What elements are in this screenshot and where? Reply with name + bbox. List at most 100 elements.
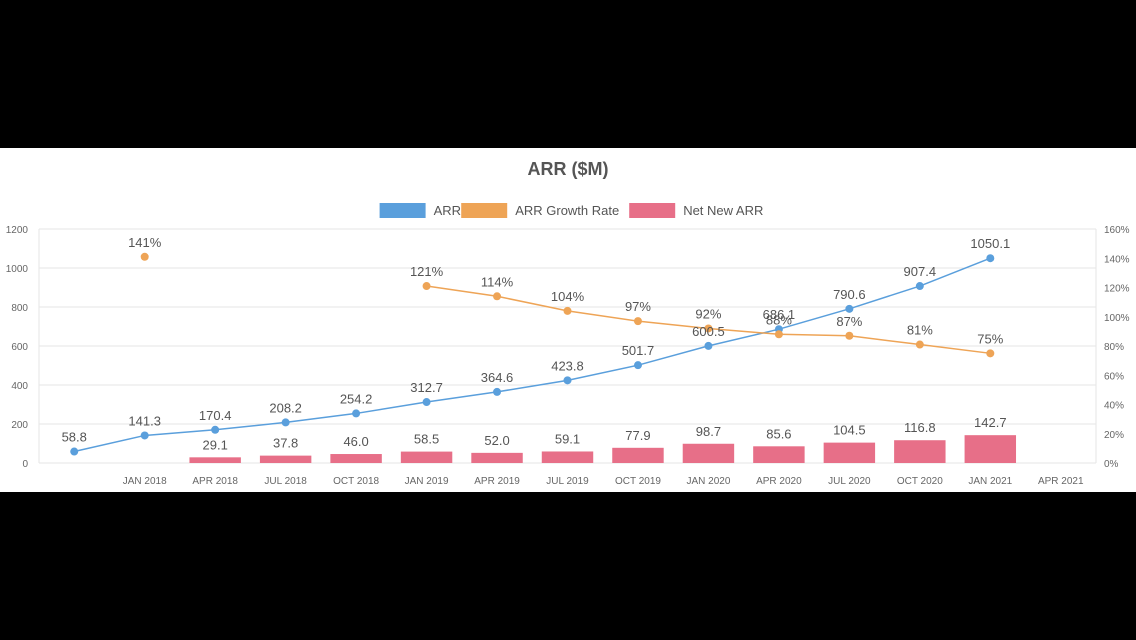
arr-point <box>352 409 361 418</box>
y-left-tick-label: 0 <box>22 459 28 470</box>
net-new-arr-bar <box>964 435 1017 463</box>
arr-data-label: 141.3 <box>128 413 161 428</box>
net-new-arr-bar <box>541 451 594 463</box>
chart-title: ARR ($M) <box>528 159 609 179</box>
data-labels: 58.8 141.3 170.4 208.2 254.2 312.7 364.6 423.8 5… <box>62 235 1011 453</box>
y-right-tick-label: 20% <box>1104 430 1124 441</box>
arr-point <box>211 425 220 434</box>
arr-point <box>281 418 290 427</box>
y-left-tick-label: 1000 <box>6 264 29 275</box>
arr-data-label: 423.8 <box>551 358 584 373</box>
x-tick-label: JUL 2018 <box>264 476 307 487</box>
net-new-arr-bar <box>400 451 453 463</box>
net-new-arr-data-label: 142.7 <box>974 415 1007 430</box>
net-new-arr-data-label: 46.0 <box>343 434 368 449</box>
net-new-arr-data-label: 59.1 <box>555 431 580 446</box>
arr-data-label: 501.7 <box>622 343 655 358</box>
arr-point <box>986 254 995 263</box>
x-tick-label: JUL 2019 <box>546 476 589 487</box>
arr-growth-rate-data-label: 88% <box>766 312 792 327</box>
arr-point <box>704 341 713 350</box>
x-tick-label: APR 2019 <box>474 476 520 487</box>
arr-growth-rate-point <box>915 340 924 349</box>
x-tick-label: OCT 2020 <box>897 476 943 487</box>
y-right-tick-label: 40% <box>1104 401 1124 412</box>
net-new-arr-data-label: 85.6 <box>766 426 791 441</box>
x-tick-label: APR 2020 <box>756 476 802 487</box>
y-right-tick-label: 100% <box>1104 313 1130 324</box>
y-right-tick-label: 160% <box>1104 225 1130 236</box>
arr-data-label: 790.6 <box>833 287 866 302</box>
net-new-arr-data-label: 29.1 <box>203 437 228 452</box>
arr-point <box>633 361 642 370</box>
net-new-arr-data-label: 37.8 <box>273 436 298 451</box>
y-left-tick-label: 400 <box>11 381 28 392</box>
arr-point <box>140 431 149 440</box>
arr-growth-rate-data-label: 121% <box>410 264 444 279</box>
x-axis: JAN 2018 APR 2018 JUL 2018 OCT 2018 JAN 2019… <box>123 476 1084 487</box>
net-new-arr-data-label: 104.5 <box>833 423 866 438</box>
arr-point <box>422 398 431 407</box>
legend-label-arr: ARR <box>434 203 461 218</box>
legend-label-arr-growth-rate: ARR Growth Rate <box>515 203 619 218</box>
arr-growth-rate-point <box>140 252 149 261</box>
arr-data-label: 364.6 <box>481 370 514 385</box>
arr-line <box>74 257 991 453</box>
net-new-arr-bar <box>330 454 382 463</box>
arr-point <box>915 282 924 291</box>
y-left-tick-label: 200 <box>11 420 28 431</box>
arr-growth-rate-point <box>845 331 854 340</box>
arr-growth-rate-data-label: 87% <box>836 314 862 329</box>
x-tick-label: JAN 2021 <box>968 476 1012 487</box>
net-new-arr-bar <box>189 457 241 463</box>
net-new-arr-bar <box>894 440 946 463</box>
arr-growth-rate-point <box>774 330 783 339</box>
arr-point <box>845 304 854 313</box>
x-tick-label: OCT 2018 <box>333 476 379 487</box>
arr-data-label: 686.1 <box>763 307 796 322</box>
net-new-arr-bar <box>612 447 664 463</box>
net-new-arr-data-label: 98.7 <box>696 424 721 439</box>
arr-data-label: 907.4 <box>904 264 937 279</box>
net-new-arr-bar <box>471 452 523 463</box>
arr-growth-rate-point <box>633 317 642 326</box>
arr-growth-rate-data-label: 92% <box>695 306 721 321</box>
arr-data-label: 1050.1 <box>970 236 1010 251</box>
arr-point <box>563 376 572 385</box>
arr-data-label: 312.7 <box>410 380 443 395</box>
series-lines <box>70 252 995 456</box>
arr-growth-rate-data-label: 75% <box>977 331 1003 346</box>
arr-growth-rate-point <box>493 292 502 301</box>
right-y-axis: 0% 20% 40% 60% 80% 100% 120% 140% 160% <box>1104 225 1130 470</box>
x-tick-label: JAN 2019 <box>405 476 449 487</box>
legend-swatch-net-new-arr <box>629 203 676 218</box>
x-tick-label: JAN 2018 <box>123 476 167 487</box>
arr-data-label: 170.4 <box>199 408 232 423</box>
arr-data-label: 600.5 <box>692 324 725 339</box>
y-right-tick-label: 0% <box>1104 459 1119 470</box>
legend-label-net-new-arr: Net New ARR <box>683 203 763 218</box>
arr-data-label: 254.2 <box>340 391 373 406</box>
arr-growth-rate-data-label: 114% <box>481 274 514 289</box>
left-y-axis: 0 200 400 600 800 1000 1200 <box>6 225 29 470</box>
legend-swatch-arr <box>379 203 426 218</box>
y-left-tick-label: 600 <box>11 342 28 353</box>
arr-growth-rate-data-label: 81% <box>907 323 933 338</box>
y-right-tick-label: 140% <box>1104 254 1130 265</box>
arr-chart: ARR ($M) ARR ARR Growth Rate Net New ARR 0… <box>6 159 1130 487</box>
arr-growth-rate-data-label: 104% <box>551 289 585 304</box>
x-tick-label: APR 2021 <box>1038 476 1084 487</box>
net-new-arr-data-label: 52.0 <box>484 433 509 448</box>
y-left-tick-label: 1200 <box>6 225 29 236</box>
arr-growth-rate-data-label: 97% <box>625 299 651 314</box>
arr-point <box>70 447 79 456</box>
net-new-arr-data-label: 77.9 <box>625 428 650 443</box>
chart-legend: ARR ARR Growth Rate Net New ARR <box>379 203 763 218</box>
arr-growth-rate-point <box>422 282 431 291</box>
net-new-arr-bar <box>682 443 735 463</box>
chart-panel: ARR ($M) ARR ARR Growth Rate Net New ARR 0… <box>0 148 1136 492</box>
arr-growth-rate-point <box>563 306 572 315</box>
net-new-arr-bar <box>259 455 312 463</box>
arr-growth-rate-point <box>704 324 713 333</box>
arr-data-label: 208.2 <box>269 400 302 415</box>
